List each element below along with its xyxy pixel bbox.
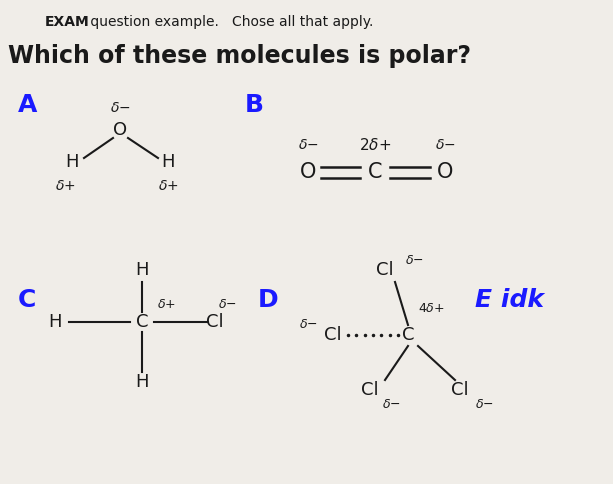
Text: Cl: Cl (361, 381, 379, 399)
Text: $\delta$−: $\delta$− (110, 101, 131, 115)
Text: B: B (245, 93, 264, 117)
Text: Cl: Cl (324, 326, 342, 344)
Text: C: C (368, 162, 383, 182)
Text: $\delta$−: $\delta$− (435, 138, 455, 152)
Text: E idk: E idk (476, 288, 544, 312)
Text: $\delta$−: $\delta$− (218, 299, 237, 312)
Text: $\delta$−: $\delta$− (382, 398, 401, 411)
Text: $\delta$+: $\delta$+ (55, 179, 75, 193)
Text: A: A (18, 93, 37, 117)
Text: H: H (135, 373, 149, 391)
Text: H: H (161, 153, 175, 171)
Text: O: O (300, 162, 316, 182)
Text: C: C (18, 288, 36, 312)
Text: O: O (113, 121, 127, 139)
Text: H: H (135, 261, 149, 279)
Text: Cl: Cl (376, 261, 394, 279)
Text: H: H (65, 153, 78, 171)
Text: O: O (437, 162, 453, 182)
Text: 2$\delta$+: 2$\delta$+ (359, 137, 391, 153)
Text: question example.   Chose all that apply.: question example. Chose all that apply. (86, 15, 373, 29)
Text: $\delta$−: $\delta$− (299, 318, 318, 332)
Text: 4$\delta$+: 4$\delta$+ (418, 302, 445, 315)
Text: $\delta$−: $\delta$− (405, 254, 424, 267)
Text: $\delta$+: $\delta$+ (158, 179, 178, 193)
Text: $\delta$−: $\delta$− (298, 138, 318, 152)
Text: Cl: Cl (206, 313, 224, 331)
Text: C: C (135, 313, 148, 331)
Text: D: D (258, 288, 279, 312)
Text: C: C (402, 326, 414, 344)
Text: $\delta$−: $\delta$− (475, 398, 494, 411)
Text: Which of these molecules is polar?: Which of these molecules is polar? (8, 44, 471, 68)
Text: Cl: Cl (451, 381, 469, 399)
Text: $\delta$+: $\delta$+ (157, 299, 176, 312)
Text: H: H (48, 313, 62, 331)
Text: EXAM: EXAM (45, 15, 89, 29)
